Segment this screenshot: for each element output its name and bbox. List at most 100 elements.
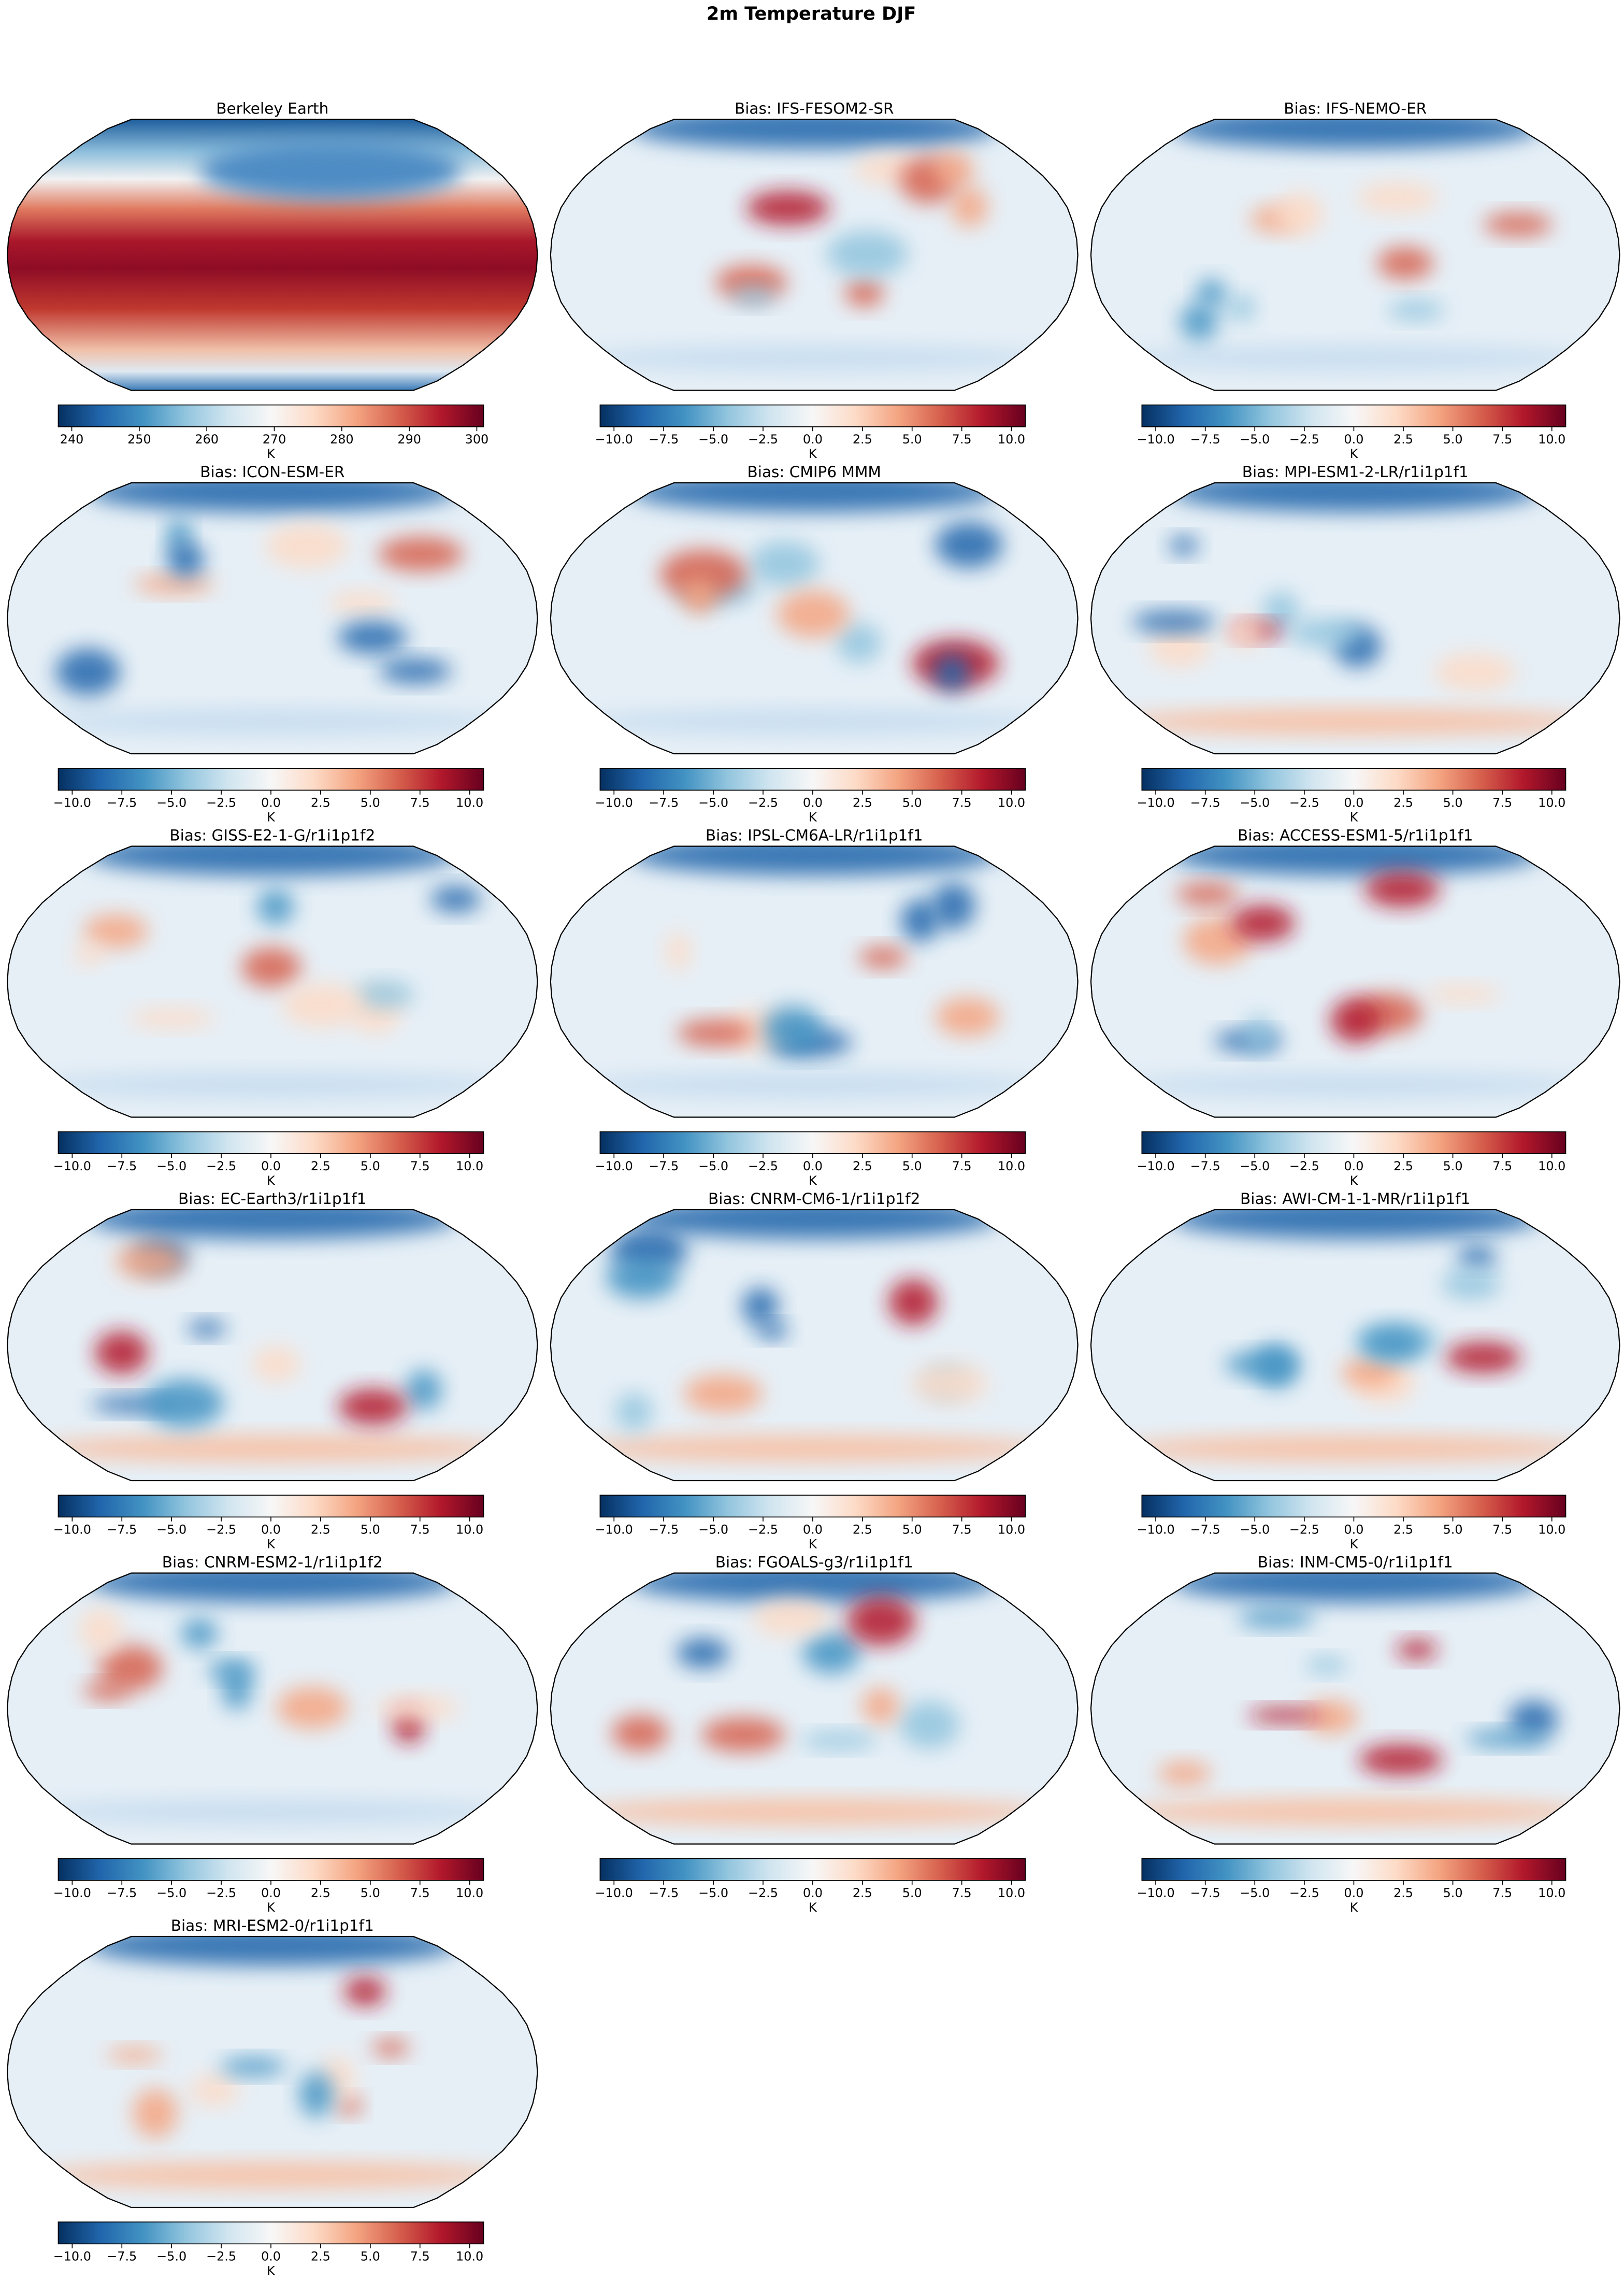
colorbar-tick-label: 7.5 (410, 1886, 430, 1900)
colorbar-tick-label: 2.5 (853, 1159, 872, 1173)
map-outline (6, 119, 538, 391)
colorbar-tick-label: 10.0 (456, 1523, 483, 1537)
bias-patch (1131, 611, 1216, 633)
bias-patch (129, 1008, 215, 1028)
colorbar-tick-label: 2.5 (1393, 1159, 1413, 1173)
colorbar-tick-label: 5.0 (902, 1886, 922, 1900)
colorbar-tick-label: 0.0 (1344, 432, 1363, 447)
southern-band (34, 1072, 511, 1098)
colorbar-tick-label: 10.0 (1538, 432, 1565, 447)
colorbar-tick-label: −10.0 (1137, 1523, 1175, 1537)
bias-patch (1377, 247, 1434, 280)
bias-patch (1426, 985, 1501, 1003)
southern-band (577, 1435, 1052, 1462)
panel: Berkeley Earth 240 250 260 270 280 290 300 K (6, 99, 538, 461)
bias-patch (134, 575, 214, 594)
colorbar-tick-label: 5.0 (1443, 1523, 1463, 1537)
colorbar-tick-label: 7.5 (952, 796, 972, 810)
bias-patch (1245, 1014, 1272, 1054)
bias-patch (845, 279, 884, 307)
bias-patch (1170, 536, 1198, 555)
bias-patch (858, 946, 908, 968)
colorbar-tick-label: 0.0 (1344, 1523, 1363, 1537)
colorbar (599, 1495, 1026, 1518)
colorbar-label: K (809, 447, 817, 461)
bias-patch (338, 621, 407, 654)
colorbar-tick-label: 5.0 (361, 2249, 380, 2264)
map-outline (1090, 845, 1620, 1118)
colorbar-tick-label: 290 (397, 432, 421, 447)
colorbar-tick-label: 0.0 (803, 1523, 823, 1537)
panel: Bias: MRI-ESM2-0/r1i1p1f1 −10.0 −7.5 −5.0 −2… (6, 1917, 538, 2278)
colorbar-tick-label: −5.0 (156, 1886, 186, 1900)
southern-band (577, 708, 1052, 735)
bias-patch (1248, 1708, 1320, 1723)
colorbar-tick-label: −7.5 (649, 432, 679, 447)
colorbar-tick-label: 7.5 (1492, 432, 1512, 447)
colorbar-tick-label: −7.5 (107, 1159, 137, 1173)
arctic-band (629, 483, 999, 512)
colorbar-tick-label: −2.5 (1289, 1523, 1319, 1537)
colorbar-tick-label: −10.0 (53, 1523, 91, 1537)
colorbar-tick-label: 300 (465, 432, 489, 447)
bias-patch (933, 654, 970, 692)
colorbar-label: K (1350, 447, 1359, 461)
colorbar-tick-label: 260 (195, 432, 219, 447)
map-outline (550, 845, 1079, 1118)
colorbar-tick-label: −2.5 (1289, 1159, 1319, 1173)
bias-patch (1275, 192, 1325, 235)
colorbar-tick-label: 2.5 (311, 1159, 330, 1173)
colorbar-tick-label: 0.0 (803, 1886, 823, 1900)
panel-title: Bias: INM-CM5-0/r1i1p1f1 (1258, 1553, 1453, 1571)
colorbar-tick-label: 0.0 (1344, 796, 1363, 810)
bias-patch (1441, 1269, 1501, 1300)
colorbar (58, 1131, 484, 1154)
colorbar-label: K (267, 810, 276, 825)
bias-patch (1458, 1246, 1496, 1268)
bias-patch (1465, 1730, 1550, 1747)
colorbar-tick-label: 2.5 (311, 1523, 330, 1537)
map-field (550, 1210, 1078, 1481)
panel: Bias: GISS-E2-1-G/r1i1p1f2 −10.0 −7.5 −5.0 −… (6, 826, 538, 1188)
colorbar-tick-label: 10.0 (998, 1886, 1025, 1900)
bias-patch (82, 1682, 131, 1700)
bias-patch (677, 1020, 753, 1046)
colorbar-tick-label: −2.5 (206, 1523, 236, 1537)
bias-patch (933, 152, 974, 187)
colorbar-tick-label: −2.5 (206, 796, 236, 810)
bias-patch (1148, 627, 1211, 668)
colorbar-tick-label: 10.0 (456, 1159, 483, 1173)
colorbar-tick-label: −5.0 (1240, 1523, 1270, 1537)
colorbar-tick-label: 7.5 (1492, 1886, 1512, 1900)
colorbar-label: K (267, 1900, 276, 1915)
colorbar-tick-label: −5.0 (156, 1159, 186, 1173)
panel-title: Berkeley Earth (216, 99, 328, 117)
panel-title: Bias: EC-Earth3/r1i1p1f1 (178, 1190, 367, 1208)
colorbar-tick-label: −10.0 (53, 1159, 91, 1173)
colorbar-tick-label: 2.5 (311, 1886, 330, 1900)
bias-patch (220, 2058, 286, 2076)
colorbar (599, 1131, 1026, 1154)
colorbar-tick-label: 10.0 (1538, 1886, 1565, 1900)
bias-patch (742, 1287, 779, 1325)
colorbar-tick-label: −2.5 (206, 1886, 236, 1900)
colorbar-label: K (809, 1537, 817, 1552)
map-field (1090, 119, 1620, 391)
bias-patch (677, 1638, 729, 1668)
bias-patch (682, 577, 716, 615)
colorbar-tick-label: 5.0 (361, 1886, 380, 1900)
colorbar-tick-label: −10.0 (53, 2249, 91, 2264)
bias-patch (606, 1258, 678, 1299)
panel: Bias: IFS-NEMO-ER −10.0 −7.5 −5.0 −2.5 0.0 2.5… (1090, 99, 1620, 461)
arctic-band (87, 1573, 458, 1602)
bias-patch (55, 648, 120, 696)
bias-patch (1231, 905, 1295, 942)
colorbar-label: K (1350, 810, 1359, 825)
panel-title: Bias: AWI-CM-1-1-MR/r1i1p1f1 (1240, 1190, 1470, 1208)
map-outline (6, 845, 538, 1118)
bias-patch (1330, 998, 1381, 1043)
colorbar-tick-label: −5.0 (156, 1523, 186, 1537)
colorbar-tick-label: −7.5 (1190, 796, 1220, 810)
bias-patch (98, 1645, 163, 1691)
colorbar (58, 404, 484, 427)
